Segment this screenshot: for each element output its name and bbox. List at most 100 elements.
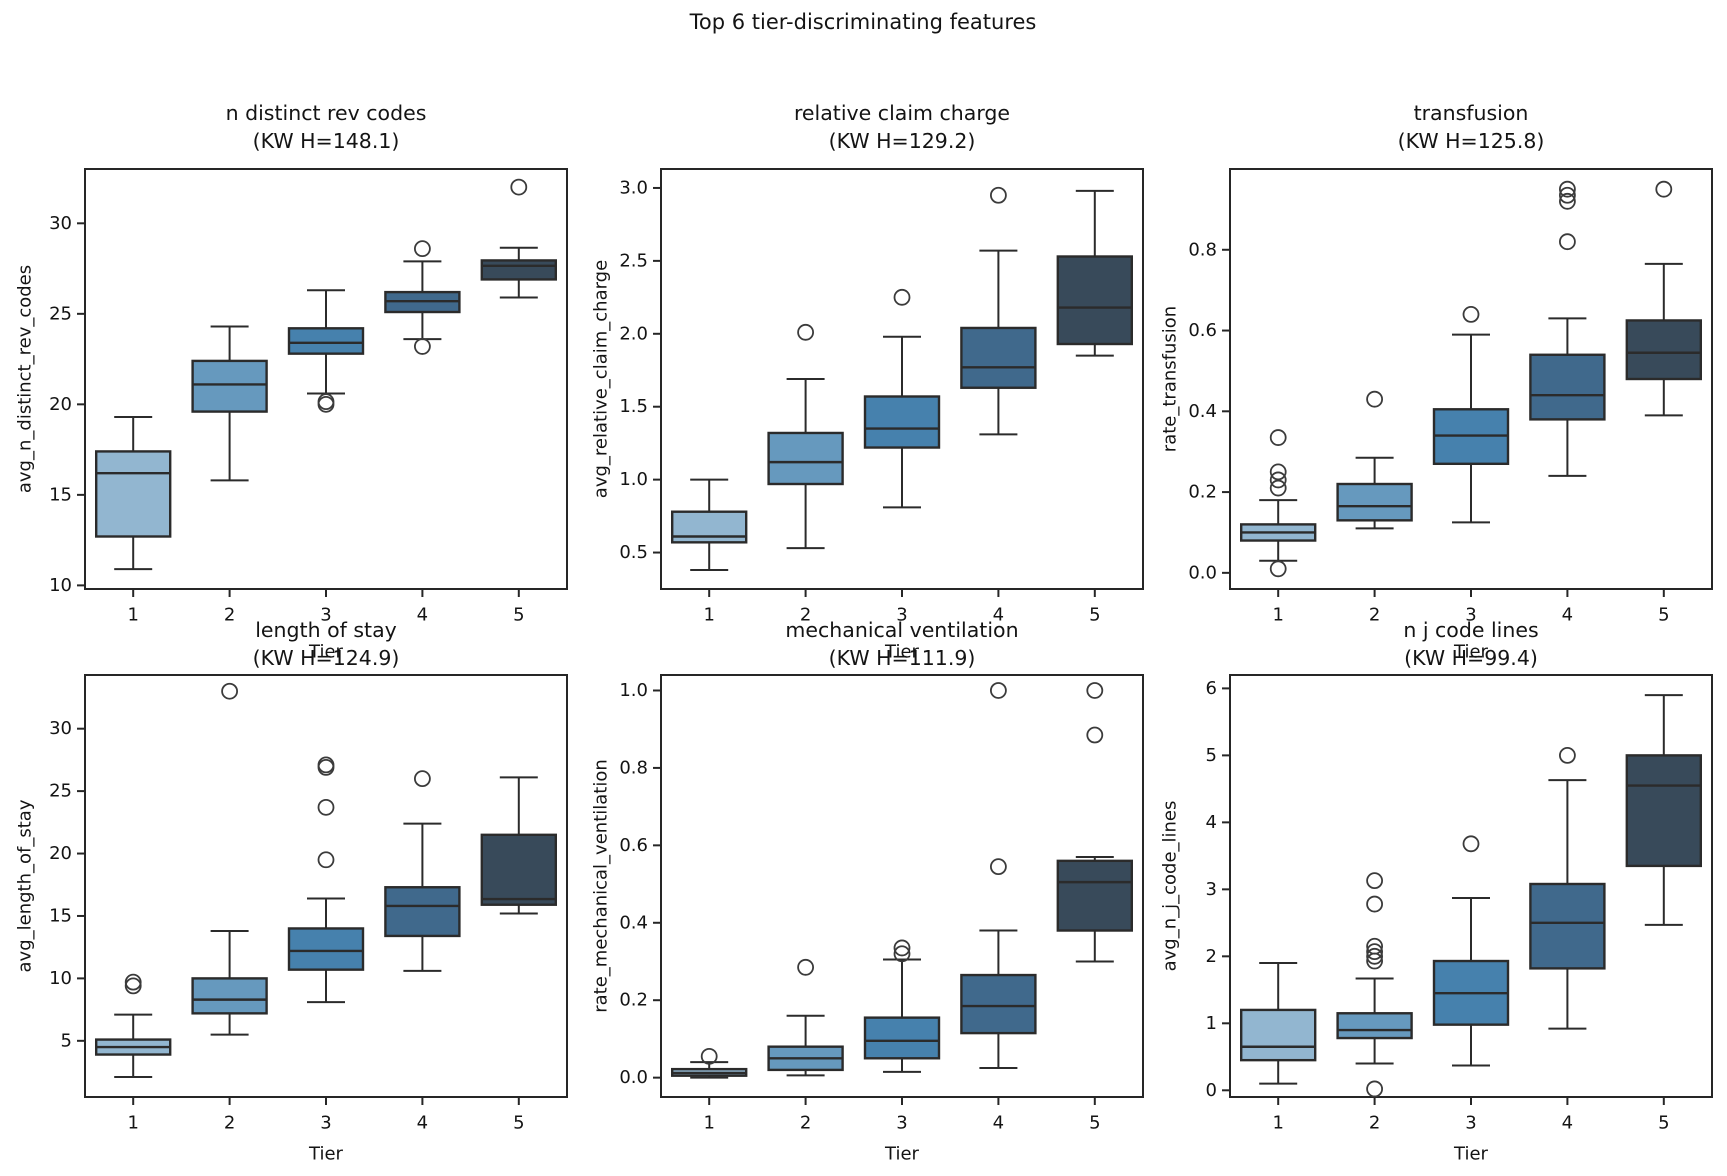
y-tick-label: 0.4 — [619, 912, 648, 933]
x-tick-label: 4 — [417, 1113, 428, 1134]
x-tick-label: 2 — [800, 1113, 811, 1134]
box-tier-5 — [1625, 694, 1703, 926]
x-tick-label: 3 — [1465, 1113, 1476, 1134]
x-tick-label: 3 — [320, 605, 331, 626]
box-tier-1 — [94, 973, 172, 1079]
box-tier-3 — [1432, 305, 1510, 524]
box-tier-2 — [767, 958, 844, 1077]
iqr-box — [1529, 882, 1606, 970]
subplot-title: mechanical ventilation — [785, 618, 1018, 642]
box-tier-3 — [863, 939, 941, 1073]
subplot-subtitle-kw-stat: (KW H=111.9) — [829, 646, 976, 670]
box-tier-3 — [863, 288, 941, 509]
y-tick-label: 1.5 — [619, 396, 648, 417]
outlier-point — [1366, 1080, 1383, 1098]
iqr-box — [1239, 1008, 1317, 1062]
outlier-point — [1269, 560, 1287, 578]
subplot-mechanical-ventilation: mechanical ventilation (KW H=111.9) rate_m… — [591, 618, 1144, 1165]
box-tier-1 — [1239, 429, 1317, 578]
subplot-n-j-code-lines: n j code lines (KW H=99.4) avg_n_j_code_li… — [1160, 618, 1713, 1165]
outlier-point — [700, 1047, 718, 1065]
y-tick-label: 30 — [49, 213, 72, 234]
outlier-point — [510, 178, 528, 196]
outlier-point — [1269, 479, 1287, 497]
x-tick-label: 1 — [127, 605, 138, 626]
iqr-box — [1625, 754, 1703, 868]
x-tick-label: 1 — [703, 605, 714, 626]
y-tick-label: 1.0 — [619, 469, 648, 490]
x-axis-label: Tier — [884, 642, 920, 663]
y-axis-label: avg_length_of_stay — [15, 799, 36, 972]
iqr-box — [1529, 353, 1606, 421]
y-tick-label: 25 — [49, 781, 72, 802]
subplot-title: n j code lines — [1403, 618, 1538, 642]
iqr-box — [480, 259, 557, 281]
x-tick-label: 5 — [513, 1113, 524, 1134]
iqr-box — [1056, 255, 1134, 346]
x-tick-label: 5 — [1658, 605, 1669, 626]
y-tick-label: 20 — [49, 843, 72, 864]
box-tier-2 — [1336, 872, 1413, 1098]
outlier-point — [317, 393, 335, 411]
x-tick-label: 3 — [896, 605, 907, 626]
subplot-title: relative claim charge — [794, 101, 1010, 125]
x-tick-label: 3 — [320, 1113, 331, 1134]
y-axis-label: avg_n_j_code_lines — [1160, 801, 1181, 972]
y-tick-label: 15 — [49, 905, 72, 926]
outlier-point — [1086, 682, 1104, 699]
y-tick-label: 1.0 — [619, 680, 648, 701]
outlier-point — [893, 945, 911, 963]
x-tick-label: 1 — [1272, 605, 1283, 626]
x-tick-label: 2 — [800, 605, 811, 626]
outlier-point — [1462, 835, 1480, 853]
outlier-point — [1269, 463, 1287, 481]
outlier-point — [221, 682, 239, 700]
outlier-point — [1462, 305, 1480, 323]
outlier-point — [317, 756, 335, 774]
x-tick-label: 1 — [1272, 1113, 1283, 1134]
y-tick-label: 2 — [1206, 946, 1217, 967]
y-tick-label: 3.0 — [619, 177, 648, 198]
box-tier-4 — [1529, 180, 1606, 477]
y-tick-label: 0.5 — [619, 542, 648, 563]
outlier-point — [1269, 471, 1287, 489]
subplot-relative-claim-charge: relative claim charge (KW H=129.2) avg_rel… — [591, 101, 1144, 663]
subplot-subtitle-kw-stat: (KW H=129.2) — [829, 129, 976, 153]
box-tier-1 — [1239, 962, 1317, 1085]
y-tick-label: 0.6 — [619, 835, 648, 856]
iqr-box — [1056, 859, 1134, 932]
box-tier-5 — [1056, 189, 1134, 357]
outlier-point — [1559, 746, 1576, 764]
outlier-point — [1366, 390, 1383, 408]
x-tick-label: 2 — [224, 605, 235, 626]
iqr-box — [287, 927, 365, 971]
x-tick-label: 4 — [1562, 605, 1573, 626]
y-tick-label: 0.8 — [619, 757, 648, 778]
x-axis-label: Tier — [1453, 1144, 1489, 1165]
x-tick-label: 3 — [896, 1113, 907, 1134]
outlier-point — [1269, 429, 1287, 446]
x-tick-label: 2 — [1369, 605, 1380, 626]
subplot-subtitle-kw-stat: (KW H=99.4) — [1404, 646, 1538, 670]
box-tier-4 — [960, 186, 1037, 436]
outlier-point — [797, 958, 814, 976]
y-tick-label: 10 — [49, 575, 72, 596]
outlier-point — [1559, 180, 1576, 198]
y-tick-label: 2.5 — [619, 250, 648, 271]
outlier-point — [1366, 895, 1383, 913]
outlier-point — [990, 858, 1007, 876]
y-tick-label: 4 — [1206, 812, 1217, 833]
y-axis-label: avg_n_distinct_rev_codes — [15, 265, 36, 493]
outlier-point — [124, 973, 142, 991]
y-tick-label: 0.2 — [619, 990, 648, 1011]
y-tick-label: 5 — [61, 1030, 72, 1051]
box-tier-5 — [480, 178, 557, 299]
y-tick-label: 20 — [49, 394, 72, 415]
y-tick-label: 0.0 — [619, 1067, 648, 1088]
outlier-point — [1559, 186, 1576, 204]
box-tier-1 — [671, 478, 748, 572]
iqr-box — [863, 1016, 941, 1060]
y-tick-label: 2.0 — [619, 323, 648, 344]
iqr-box — [960, 973, 1037, 1035]
